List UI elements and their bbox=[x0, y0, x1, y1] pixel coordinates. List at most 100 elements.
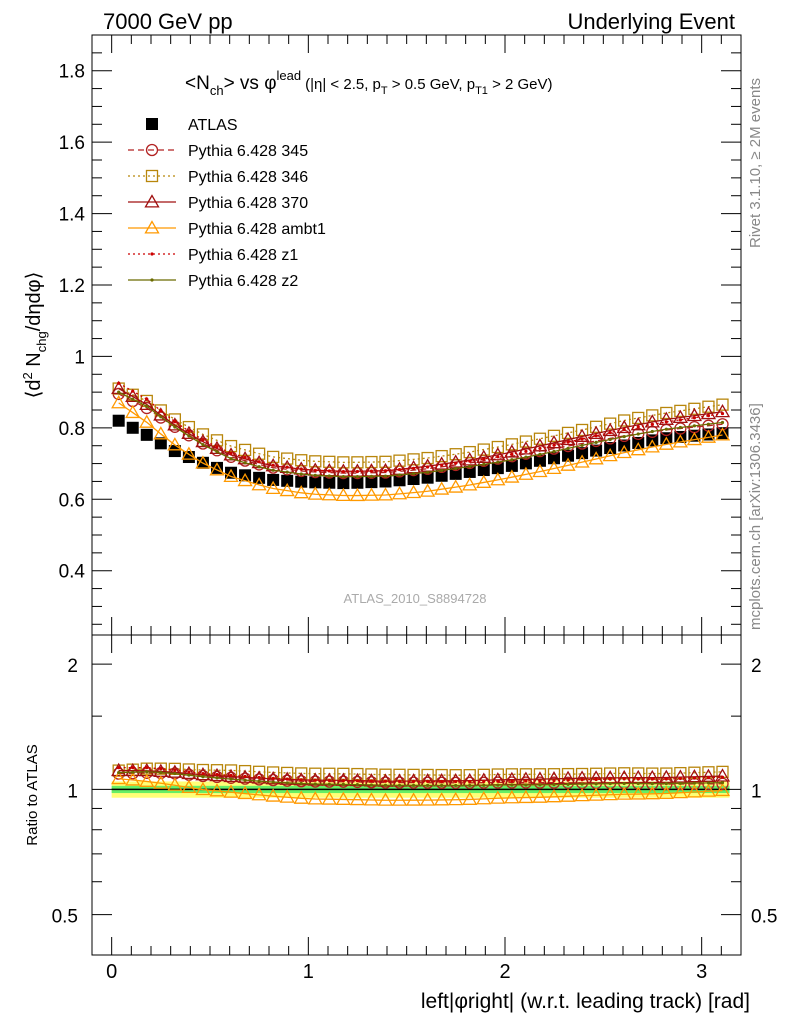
ratio-line-pythia-6-428-370 bbox=[118, 769, 723, 782]
data-point-pythia-6-428-z2 bbox=[397, 473, 402, 477]
legend-label-pythia-6-428-345: Pythia 6.428 345 bbox=[188, 143, 308, 160]
data-point-pythia-6-428-ambt1 bbox=[686, 431, 703, 446]
data-point-atlas bbox=[576, 447, 589, 460]
ratio-point-pythia-6-428-z2 bbox=[215, 776, 219, 780]
data-point-atlas bbox=[562, 449, 575, 462]
data-point-atlas bbox=[126, 421, 139, 434]
ratio-point-pythia-6-428-z2 bbox=[510, 783, 514, 787]
ratio-point-pythia-6-428-z1 bbox=[117, 766, 121, 770]
data-point-pythia-6-428-346 bbox=[674, 404, 687, 418]
data-point-pythia-6-428-370 bbox=[139, 396, 155, 411]
ratio-point-pythia-6-428-z2 bbox=[594, 782, 598, 786]
ratio-point-pythia-6-428-z1 bbox=[692, 776, 697, 780]
ratio-point-pythia-6-428-ambt1 bbox=[125, 772, 141, 786]
data-point-pythia-6-428-370 bbox=[602, 422, 618, 437]
data-point-pythia-6-428-z2 bbox=[313, 473, 317, 477]
data-point-pythia-6-428-z1 bbox=[720, 411, 725, 416]
data-point-pythia-6-428-370 bbox=[616, 419, 632, 434]
data-point-pythia-6-428-z1 bbox=[173, 420, 177, 424]
ratio-point-pythia-6-428-z1 bbox=[355, 779, 360, 783]
data-point-pythia-6-428-ambt1 bbox=[700, 429, 717, 443]
data-point-pythia-6-428-ambt1 bbox=[111, 395, 127, 409]
data-point-pythia-6-428-ambt1 bbox=[377, 487, 394, 501]
data-point-pythia-6-428-346 bbox=[407, 453, 420, 466]
data-point-atlas bbox=[323, 476, 336, 489]
ratio-point-pythia-6-428-z2 bbox=[285, 781, 289, 785]
data-point-atlas bbox=[547, 452, 560, 465]
data-point-atlas bbox=[281, 474, 294, 487]
legend-label-pythia-6-428-z2: Pythia 6.428 z2 bbox=[188, 273, 298, 290]
data-point-pythia-6-428-z1 bbox=[313, 468, 317, 472]
ratio-point-pythia-6-428-345 bbox=[252, 773, 266, 786]
ratio-point-pythia-6-428-345 bbox=[281, 774, 294, 787]
data-point-pythia-6-428-z1 bbox=[369, 469, 374, 473]
data-point-pythia-6-428-z1 bbox=[145, 397, 149, 401]
ratio-point-pythia-6-428-z2 bbox=[454, 783, 458, 788]
data-point-pythia-6-428-z1 bbox=[215, 445, 219, 449]
data-point-pythia-6-428-z2 bbox=[257, 465, 261, 469]
data-point-pythia-6-428-345 bbox=[210, 444, 224, 457]
data-point-pythia-6-428-ambt1 bbox=[153, 426, 169, 440]
data-point-atlas bbox=[463, 465, 476, 478]
data-point-pythia-6-428-346 bbox=[519, 435, 533, 448]
data-point-pythia-6-428-346 bbox=[238, 443, 252, 457]
data-point-pythia-6-428-z2 bbox=[594, 440, 598, 445]
data-point-atlas bbox=[379, 475, 392, 488]
ratio-point-pythia-6-428-z1 bbox=[664, 777, 668, 781]
ratio-point-pythia-6-428-ambt1 bbox=[560, 788, 576, 802]
ratio-point-pythia-6-428-370 bbox=[125, 762, 141, 777]
ratio-point-pythia-6-428-z1 bbox=[257, 775, 261, 780]
ratio-point-pythia-6-428-z2 bbox=[468, 783, 472, 787]
ratio-point-pythia-6-428-345 bbox=[295, 775, 308, 788]
ratio-point-pythia-6-428-ambt1 bbox=[405, 792, 422, 806]
ratio-point-pythia-6-428-z1 bbox=[496, 779, 500, 783]
side-label-mcplots: mcplots.cern.ch [arXiv:1306.3436] bbox=[747, 403, 764, 630]
data-point-pythia-6-428-z1 bbox=[580, 437, 584, 441]
ratio-point-pythia-6-428-z1 bbox=[426, 779, 430, 783]
data-point-pythia-6-428-z2 bbox=[173, 425, 177, 429]
ratio-point-pythia-6-428-ambt1 bbox=[588, 787, 604, 801]
data-point-pythia-6-428-z2 bbox=[355, 475, 360, 479]
ratio-point-pythia-6-428-z2 bbox=[538, 783, 542, 787]
data-point-pythia-6-428-z2 bbox=[566, 446, 570, 451]
data-point-pythia-6-428-370 bbox=[714, 403, 731, 418]
series-line-pythia-6-428-ambt1 bbox=[118, 402, 723, 497]
data-point-pythia-6-428-z2 bbox=[117, 390, 121, 394]
ratio-point-pythia-6-428-z2 bbox=[355, 783, 360, 787]
data-point-pythia-6-428-z2 bbox=[440, 468, 444, 473]
data-point-pythia-6-428-346 bbox=[393, 454, 406, 467]
y-tick-label: 1.6 bbox=[59, 133, 85, 154]
data-point-pythia-6-428-z1 bbox=[566, 440, 570, 444]
data-point-pythia-6-428-346 bbox=[660, 406, 673, 420]
y-axis-label: ⟨d2 Nchg/dηdφ⟩ bbox=[20, 272, 49, 399]
ratio-point-pythia-6-428-z1 bbox=[580, 778, 584, 782]
data-point-pythia-6-428-z2 bbox=[299, 472, 303, 476]
data-point-pythia-6-428-z2 bbox=[706, 422, 711, 426]
data-point-pythia-6-428-z2 bbox=[215, 450, 219, 454]
ratio-point-pythia-6-428-z1 bbox=[706, 776, 711, 780]
data-point-pythia-6-428-ambt1 bbox=[335, 487, 351, 502]
data-point-pythia-6-428-z1 bbox=[411, 466, 416, 470]
ratio-point-pythia-6-428-ambt1 bbox=[644, 786, 660, 800]
ratio-point-pythia-6-428-370 bbox=[111, 762, 127, 777]
ratio-panel-series bbox=[111, 762, 731, 806]
ratio-point-pythia-6-428-345 bbox=[379, 776, 392, 789]
ratio-point-pythia-6-428-z2 bbox=[187, 773, 191, 777]
ratio-point-pythia-6-428-370 bbox=[181, 765, 197, 780]
data-point-pythia-6-428-ambt1 bbox=[321, 487, 337, 501]
series-line-pythia-6-428-z2 bbox=[118, 391, 723, 478]
data-point-pythia-6-428-ambt1 bbox=[714, 427, 731, 441]
legend-marker-pythia-6-428-z1 bbox=[150, 252, 154, 256]
ratio-y-tick-label-right: 0.5 bbox=[751, 907, 777, 928]
ratio-point-pythia-6-428-z2 bbox=[440, 783, 444, 787]
ratio-point-pythia-6-428-ambt1 bbox=[462, 791, 478, 805]
ratio-point-pythia-6-428-345 bbox=[224, 771, 238, 784]
ratio-point-pythia-6-428-ambt1 bbox=[265, 788, 281, 802]
plot-title: <Nch> vs φlead(|η| < 2.5, pT > 0.5 GeV, … bbox=[185, 68, 553, 98]
data-point-pythia-6-428-ambt1 bbox=[560, 457, 576, 471]
data-point-pythia-6-428-ambt1 bbox=[574, 454, 590, 468]
data-point-pythia-6-428-ambt1 bbox=[251, 477, 267, 491]
ratio-point-pythia-6-428-ambt1 bbox=[700, 783, 717, 797]
data-point-pythia-6-428-346 bbox=[505, 438, 519, 451]
data-point-pythia-6-428-346 bbox=[632, 411, 645, 425]
